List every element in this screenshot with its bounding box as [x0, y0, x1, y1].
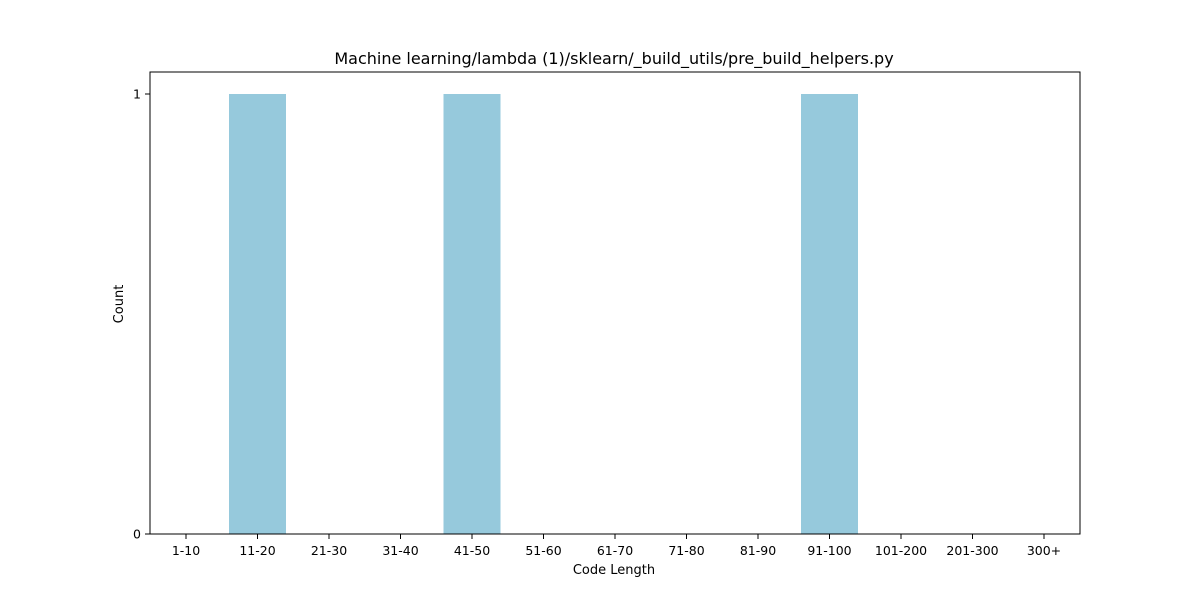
x-tick-label: 101-200	[875, 543, 927, 558]
y-axis-label: Count	[112, 285, 127, 324]
x-tick-label: 51-60	[525, 543, 561, 558]
x-tick-label: 201-300	[946, 543, 998, 558]
x-tick-label: 21-30	[311, 543, 347, 558]
x-tick-label: 11-20	[239, 543, 275, 558]
y-axis: 01	[133, 87, 150, 542]
x-tick-label: 41-50	[454, 543, 490, 558]
bar-11-20	[229, 94, 286, 534]
x-axis-label: Code Length	[573, 563, 655, 578]
x-tick-label: 71-80	[668, 543, 704, 558]
x-tick-label: 1-10	[172, 543, 200, 558]
bars-layer	[229, 94, 858, 534]
bar-41-50	[443, 94, 501, 534]
y-tick-label: 1	[133, 87, 141, 102]
chart-title: Machine learning/lambda (1)/sklearn/_bui…	[334, 49, 893, 69]
bar-91-100	[801, 94, 858, 534]
y-tick-label: 0	[133, 527, 141, 542]
x-tick-label: 31-40	[382, 543, 418, 558]
x-tick-label: 91-100	[807, 543, 851, 558]
x-tick-label: 61-70	[597, 543, 633, 558]
x-tick-label: 81-90	[740, 543, 776, 558]
x-tick-label: 300+	[1027, 543, 1061, 558]
x-axis: 1-10 11-20 21-30 31-40 41-50 51-60 61-70 71-80 8…	[172, 534, 1061, 558]
